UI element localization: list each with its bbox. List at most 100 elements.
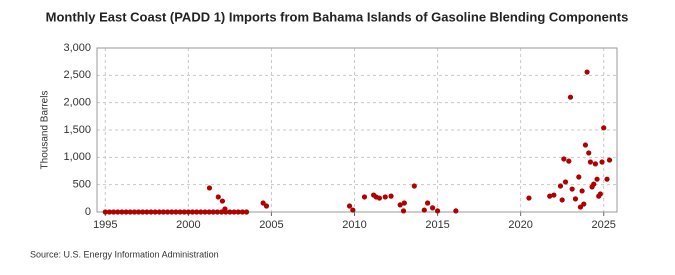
point (582, 142, 589, 148)
point (127, 209, 133, 215)
point (561, 156, 567, 162)
point (185, 209, 191, 215)
y-tick-label: 2,000 (63, 97, 91, 109)
y-tick-label: 1,000 (63, 151, 91, 163)
point (547, 193, 553, 199)
point (227, 209, 233, 215)
point (594, 176, 600, 182)
point (189, 209, 196, 215)
point (214, 209, 221, 215)
point (140, 209, 146, 215)
point (587, 159, 594, 165)
point (592, 161, 599, 167)
point (411, 183, 417, 189)
x-tick-label: 2015 (425, 219, 449, 231)
point (222, 206, 228, 212)
point (606, 157, 613, 163)
point (401, 200, 407, 206)
point (131, 209, 137, 215)
point (206, 209, 212, 215)
x-tick-label: 1995 (93, 219, 117, 231)
point (239, 209, 245, 215)
point (572, 196, 579, 202)
point (586, 150, 592, 156)
point (576, 174, 582, 180)
y-tick-label: 0 (85, 206, 91, 218)
point (215, 194, 221, 200)
point (111, 209, 117, 215)
point (562, 179, 569, 185)
y-tick-label: 1,500 (63, 124, 91, 136)
point (346, 203, 353, 209)
point (160, 209, 167, 215)
point (106, 209, 113, 215)
point (425, 200, 431, 206)
point (567, 94, 574, 100)
point (557, 183, 564, 189)
point (400, 208, 407, 214)
point (577, 204, 584, 210)
point (263, 203, 270, 209)
point (169, 209, 175, 215)
plot-frame (96, 47, 618, 213)
point (235, 209, 241, 215)
point (421, 207, 427, 213)
point (604, 176, 610, 182)
point (597, 191, 603, 197)
x-tick-label: 2005 (259, 219, 283, 231)
point (165, 209, 171, 215)
x-tick-label: 2025 (591, 219, 615, 231)
point (382, 194, 388, 200)
point (102, 209, 108, 215)
point (566, 158, 572, 164)
point (243, 209, 250, 215)
point (579, 188, 585, 194)
x-tick-label: 2010 (342, 219, 366, 231)
point (177, 209, 183, 215)
chart-title: Monthly East Coast (PADD 1) Imports from… (46, 9, 629, 24)
point (559, 197, 565, 203)
x-tick-label: 2000 (176, 219, 200, 231)
y-axis-label: Thousand Barrels (40, 91, 51, 170)
point (181, 209, 187, 215)
point (429, 205, 436, 211)
point (119, 209, 125, 215)
point (231, 209, 237, 215)
point (584, 69, 590, 75)
point (210, 209, 216, 215)
point (123, 209, 129, 215)
point (260, 200, 266, 206)
point (388, 193, 394, 199)
x-tick-label: 2020 (508, 219, 532, 231)
point (591, 181, 597, 187)
point (551, 192, 557, 198)
point (219, 209, 225, 215)
point (526, 195, 532, 201)
point (156, 209, 162, 215)
point (173, 209, 179, 215)
point (350, 207, 356, 213)
point (148, 209, 154, 215)
point (144, 209, 150, 215)
point (135, 209, 142, 215)
point (361, 194, 368, 200)
point (198, 209, 204, 215)
point (581, 201, 587, 207)
point (219, 198, 226, 204)
y-tick-label: 500 (73, 179, 91, 191)
point (115, 209, 121, 215)
point (194, 209, 200, 215)
y-tick-label: 3,000 (63, 42, 91, 54)
point (397, 202, 403, 208)
point (599, 159, 605, 165)
y-tick-label: 2,500 (63, 69, 91, 81)
point (376, 195, 383, 201)
point (152, 209, 158, 215)
point (569, 186, 575, 192)
point (601, 125, 607, 131)
point (434, 208, 441, 214)
point (453, 208, 459, 214)
source-note: Source: U.S. Energy Information Administ… (30, 249, 219, 259)
